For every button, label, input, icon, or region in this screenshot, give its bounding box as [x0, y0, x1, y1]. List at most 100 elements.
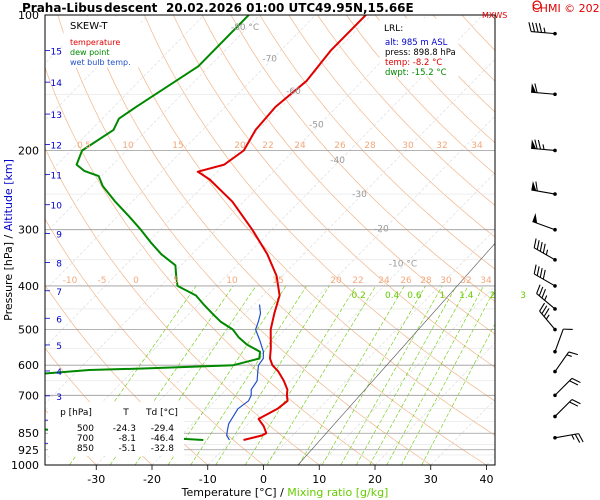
- axes-layer: -80 °C-70-60-50-40-30-20-10 °C0 5 10 15 20 22…: [11, 9, 526, 486]
- chmi-logo-mark: [532, 0, 542, 10]
- pressure-tick-label: 600: [18, 359, 39, 372]
- x-tick-label: 10: [312, 473, 326, 486]
- x-axis-title: Temperature [°C] / Mixing ratio [g/kg]: [181, 486, 389, 499]
- copyright-text: CHMI © 2026: [532, 2, 600, 15]
- wind-barb-flag: [568, 351, 579, 356]
- wind-barb-flag: [539, 268, 543, 278]
- table-header-td: Td [°C]: [145, 408, 178, 418]
- wind-barb-flag: [533, 238, 537, 248]
- altitude-tick-label: 10: [51, 202, 63, 212]
- adiabat-label: 34: [480, 276, 492, 286]
- y-axis-title-alt: Altitude [km]: [2, 159, 15, 231]
- wind-barb-staff: [554, 377, 573, 396]
- wind-barb-half-flag: [543, 27, 546, 33]
- table-cell-p: 850: [77, 444, 94, 454]
- wind-barb-half-flag: [545, 314, 550, 320]
- wind-barb-flag: [578, 433, 584, 443]
- table-cell-t: -8.1: [118, 434, 136, 444]
- isotherm: [207, 172, 495, 465]
- altitude-tick-label: 4: [56, 368, 62, 378]
- isotherm-label: -20: [374, 225, 389, 235]
- legend-box: SKEW-T temperature dew point wet bulb te…: [63, 16, 141, 68]
- adiabat-label: -10: [63, 276, 78, 286]
- wind-barb-flag: [539, 241, 543, 252]
- series-dew-point-line: [45, 15, 261, 441]
- table-cell-t: -24.3: [113, 424, 136, 434]
- table-row: 700 -8.1 -46.4: [77, 434, 174, 444]
- pressure-tick-label: 500: [18, 324, 39, 337]
- lrl-dew-point: dwpt: -15.2 °C: [385, 68, 447, 78]
- isotherm-label: -30: [352, 190, 367, 200]
- x-axis-title-sep: /: [277, 486, 288, 499]
- isotherm-label: -40: [330, 156, 345, 166]
- wind-barb-flag: [538, 286, 544, 296]
- profile-layer: [45, 15, 367, 441]
- isotherm: [45, 15, 428, 405]
- x-tick-label: -20: [143, 473, 161, 486]
- mixing-ratio-label: 2: [490, 291, 496, 301]
- adiabat-label: 26: [334, 141, 346, 151]
- altitude-tick-label: 7: [56, 288, 62, 298]
- adiabat-label: 0: [77, 141, 83, 151]
- wind-barb-flag: [569, 401, 579, 407]
- wind-barb-staff: [533, 273, 556, 287]
- pressure-tick-label: 925: [18, 444, 39, 457]
- wind-barb-pennant: [531, 83, 537, 93]
- table-cell-p: 700: [77, 434, 94, 444]
- table-cell-t: -5.1: [118, 444, 136, 454]
- wind-barb-flag: [531, 22, 536, 32]
- isotherm: [263, 229, 495, 465]
- wind-barb-half-flag: [544, 295, 548, 301]
- adiabat-label: 5: [85, 141, 91, 151]
- wind-barb-staff: [536, 293, 556, 310]
- wind-barb-flag: [539, 302, 546, 312]
- x-tick-label: 0: [260, 473, 267, 486]
- x-tick-label: -10: [199, 473, 217, 486]
- adiabat-label: 34: [471, 141, 483, 151]
- table-cell-td: -46.4: [151, 434, 175, 444]
- wind-barb-flag: [535, 22, 539, 33]
- wind-barb-flag: [543, 308, 550, 317]
- adiabat-label: 26: [400, 276, 412, 286]
- wind-barb: [539, 302, 557, 332]
- isotherm-label: -60: [286, 87, 301, 97]
- mixing-ratio-line: [340, 285, 443, 465]
- lrl-frame: [379, 18, 459, 77]
- mixing-ratio-line: [190, 285, 307, 465]
- isotherm: [45, 15, 484, 461]
- isotherm-label: -70: [262, 55, 277, 65]
- wind-barb-staff: [539, 310, 556, 330]
- wind-barb-flag: [571, 377, 581, 384]
- table-cell-td: -29.4: [151, 424, 175, 434]
- pressure-tick-label: 200: [18, 144, 39, 157]
- wind-barb: [531, 181, 557, 196]
- wind-barb-staff: [531, 91, 556, 95]
- adiabat-label: 24: [378, 276, 390, 286]
- wind-barb-staff: [531, 30, 556, 35]
- y-axis-title-pressure: Pressure [hPa]: [2, 242, 15, 321]
- wind-barb-pennant: [531, 139, 537, 149]
- table-cell-p: 500: [77, 424, 94, 434]
- wind-barb-flag: [535, 181, 538, 192]
- wind-barb-staff: [554, 351, 570, 372]
- isotherm: [45, 15, 261, 234]
- altitude-tick-label: 5: [56, 342, 62, 352]
- wind-barb-flag: [541, 288, 546, 299]
- adiabat-label: 24: [294, 141, 306, 151]
- adiabat-label: 20: [330, 276, 342, 286]
- wind-barb: [553, 377, 581, 398]
- wind-barb-flag: [536, 284, 541, 294]
- wind-barb-flag: [537, 139, 542, 150]
- station-name: Praha-Libus: [22, 1, 102, 15]
- wind-barb-flag: [542, 269, 546, 280]
- mixing-ratio-line: [215, 285, 330, 465]
- wind-barb-staff: [554, 433, 579, 439]
- altitude-tick-label: 15: [51, 48, 62, 58]
- wind-barb-pennant: [532, 213, 538, 224]
- lrl-pressure: press: 898.8 hPa: [385, 48, 456, 58]
- plot-area: -80 °C-70-60-50-40-30-20-10 °C0 5 10 15 20 22…: [11, 9, 584, 486]
- adiabat-label: 10: [226, 276, 238, 286]
- lrl-temperature: temp: -8.2 °C: [385, 58, 442, 68]
- wind-barb: [553, 398, 581, 419]
- adiabat-label: 22: [352, 276, 363, 286]
